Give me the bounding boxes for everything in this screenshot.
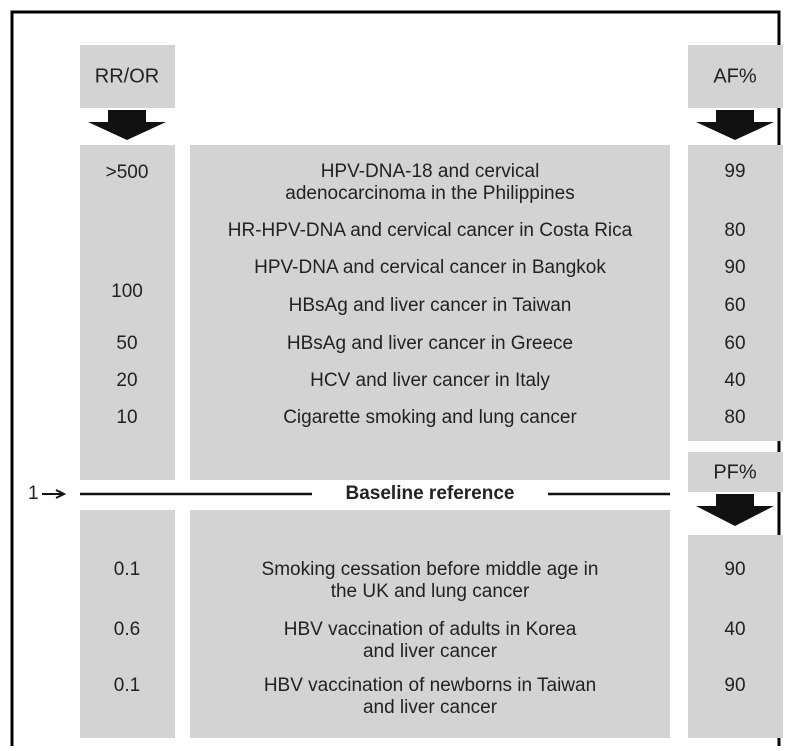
description: adenocarcinoma in the Philippines <box>285 183 574 204</box>
fraction-value: 90 <box>724 559 745 580</box>
header-right-bottom: PF% <box>713 461 757 483</box>
fraction-value: 60 <box>724 295 745 316</box>
baseline-marker: 1 <box>28 483 39 504</box>
header-box <box>688 45 783 108</box>
description: HPV-DNA-18 and cervical <box>321 161 540 182</box>
description: HCV and liver cancer in Italy <box>310 370 550 391</box>
description: the UK and lung cancer <box>331 581 530 602</box>
baseline-label: Baseline reference <box>346 483 515 504</box>
description: HBV vaccination of adults in Korea <box>284 619 577 640</box>
description: HR-HPV-DNA and cervical cancer in Costa … <box>228 220 633 241</box>
rr-value: 0.6 <box>114 619 140 640</box>
left-column <box>80 145 175 738</box>
arrow <box>696 110 774 140</box>
fraction-value: 90 <box>724 675 745 696</box>
description: and liver cancer <box>363 697 498 718</box>
right-column <box>688 535 783 738</box>
rr-value: 50 <box>116 333 137 354</box>
fraction-value: 80 <box>724 407 745 428</box>
description: and liver cancer <box>363 641 498 662</box>
fraction-value: 80 <box>724 220 745 241</box>
arrow <box>88 110 166 140</box>
header-box <box>688 452 783 492</box>
rr-value: >500 <box>106 162 149 183</box>
rr-value: 0.1 <box>114 559 140 580</box>
rr-value: 0.1 <box>114 675 140 696</box>
fraction-value: 40 <box>724 619 745 640</box>
description: HPV-DNA and cervical cancer in Bangkok <box>254 257 606 278</box>
header-right: AF% <box>713 65 757 87</box>
rr-value: 20 <box>116 370 137 391</box>
description: HBsAg and liver cancer in Greece <box>287 333 573 354</box>
rr-value: 100 <box>111 281 143 302</box>
fraction-value: 99 <box>724 161 745 182</box>
header-box <box>80 45 175 108</box>
fraction-value: 90 <box>724 257 745 278</box>
arrow <box>696 494 774 526</box>
description: HBV vaccination of newborns in Taiwan <box>264 675 596 696</box>
description: HBsAg and liver cancer in Taiwan <box>289 295 572 316</box>
description: Cigarette smoking and lung cancer <box>283 407 577 428</box>
middle-column <box>190 145 670 738</box>
header-left: RR/OR <box>95 65 159 87</box>
rr-value: 10 <box>116 407 137 428</box>
right-column <box>688 145 783 441</box>
fraction-value: 40 <box>724 370 745 391</box>
fraction-value: 60 <box>724 333 745 354</box>
description: Smoking cessation before middle age in <box>262 559 599 580</box>
marker-arrow <box>42 489 67 499</box>
